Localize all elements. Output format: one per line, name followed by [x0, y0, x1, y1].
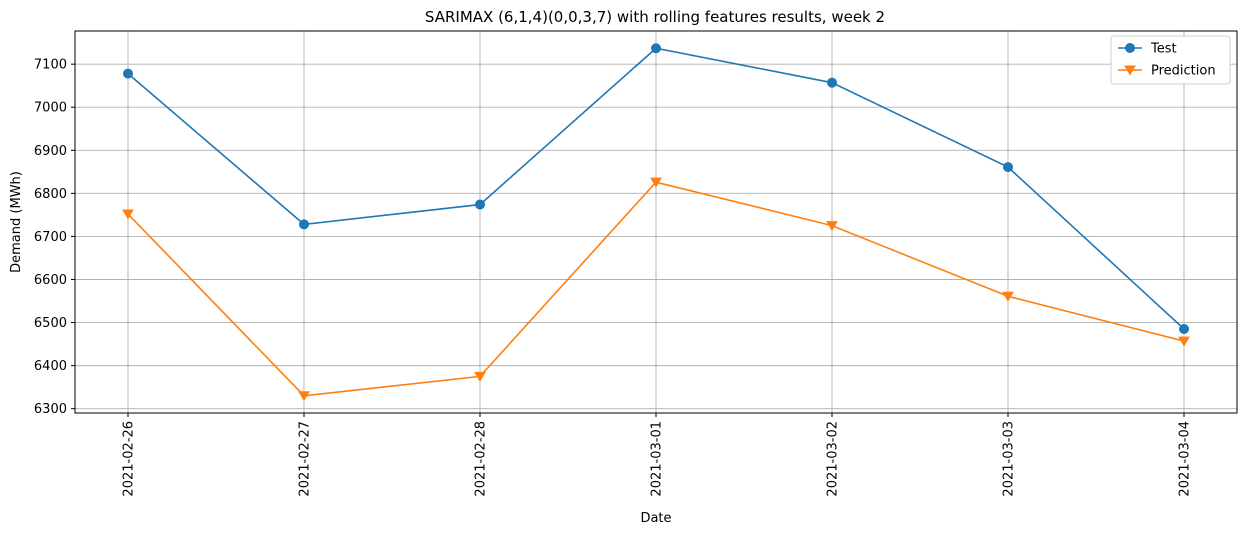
data-point-test	[1003, 162, 1013, 173]
y-axis-label: Demand (MWh)	[9, 171, 24, 273]
chart-title: SARIMAX (6,1,4)(0,0,3,7) with rolling fe…	[425, 8, 885, 26]
y-tick-label: 6900	[34, 144, 67, 159]
legend-marker	[1125, 43, 1135, 53]
series-lines	[122, 43, 1190, 402]
data-point-prediction	[1178, 336, 1190, 347]
plot-frame	[74, 30, 1238, 414]
data-point-test	[299, 219, 309, 230]
data-point-test	[1179, 324, 1189, 335]
x-tick-label: 2021-03-01	[650, 421, 665, 497]
x-tick-label: 2021-02-26	[122, 421, 137, 497]
y-tick-label: 7000	[34, 101, 67, 116]
grid	[75, 31, 1237, 413]
x-tick-label: 2021-03-03	[1002, 421, 1017, 497]
x-tick-label: 2021-03-04	[1178, 421, 1193, 497]
x-axis-label: Date	[640, 511, 671, 526]
data-point-test	[651, 43, 661, 54]
legend-label: Test	[1150, 42, 1177, 57]
x-tick-label: 2021-02-28	[474, 421, 489, 497]
data-point-test	[123, 68, 133, 79]
y-tick-label: 6600	[34, 273, 67, 288]
legend: Test Prediction	[1110, 35, 1231, 85]
y-tick-label: 7100	[34, 58, 67, 73]
data-point-prediction	[1002, 291, 1014, 302]
x-tick-label: 2021-02-27	[298, 421, 313, 497]
legend-label: Prediction	[1151, 64, 1216, 79]
y-tick-label: 6800	[34, 187, 67, 202]
y-tick-label: 6700	[34, 230, 67, 245]
data-point-prediction	[826, 221, 838, 232]
data-point-prediction	[122, 209, 134, 220]
legend-marker	[1124, 65, 1136, 76]
data-point-test	[475, 199, 485, 210]
axis-ticks: 6300 6400 6500 6600 6700 6800 6900 7000 7100 2021…	[34, 58, 1193, 497]
data-point-prediction	[650, 177, 662, 188]
x-tick-label: 2021-03-02	[826, 421, 841, 497]
y-tick-label: 6400	[34, 359, 67, 374]
data-point-prediction	[298, 391, 310, 402]
data-point-prediction	[474, 371, 486, 382]
data-point-test	[827, 77, 837, 88]
y-tick-label: 6500	[34, 316, 67, 331]
y-tick-label: 6300	[34, 402, 67, 417]
